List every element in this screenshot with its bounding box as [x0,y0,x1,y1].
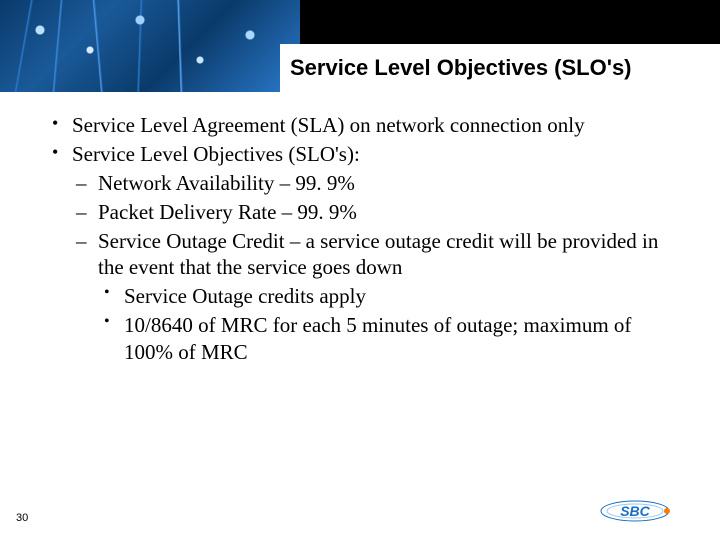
list-item: Service Outage Credit – a service outage… [72,228,680,366]
title-bar: Service Level Objectives (SLO's) [280,44,720,92]
logo-text: SBC [620,503,650,519]
bullet-text: Service Outage credits apply [124,284,366,308]
list-item: Service Level Agreement (SLA) on network… [46,112,680,139]
slide-title: Service Level Objectives (SLO's) [290,55,632,81]
list-item: Packet Delivery Rate – 99. 9% [72,199,680,226]
list-item: Service Outage credits apply [98,283,680,310]
logo-icon: SBC [596,496,674,526]
banner-decorative-image [0,0,300,92]
sbc-logo: SBC [596,496,674,526]
list-item: Service Level Objectives (SLO's): Networ… [46,141,680,366]
slide-container: Service Level Objectives (SLO's) Service… [0,0,720,540]
bullet-list: Service Level Agreement (SLA) on network… [46,112,680,366]
bullet-text: 10/8640 of MRC for each 5 minutes of out… [124,313,631,364]
sub-list: Network Availability – 99. 9% Packet Del… [72,170,680,366]
bullet-text: Packet Delivery Rate – 99. 9% [98,200,357,224]
banner: Service Level Objectives (SLO's) [0,0,720,92]
sub-sub-list: Service Outage credits apply 10/8640 of … [98,283,680,366]
bullet-text: Network Availability – 99. 9% [98,171,355,195]
list-item: 10/8640 of MRC for each 5 minutes of out… [98,312,680,366]
list-item: Network Availability – 99. 9% [72,170,680,197]
bullet-text: Service Level Agreement (SLA) on network… [72,113,585,137]
bullet-text: Service Outage Credit – a service outage… [98,229,658,280]
content-area: Service Level Agreement (SLA) on network… [46,112,680,368]
bullet-text: Service Level Objectives (SLO's): [72,142,360,166]
page-number: 30 [16,512,28,524]
